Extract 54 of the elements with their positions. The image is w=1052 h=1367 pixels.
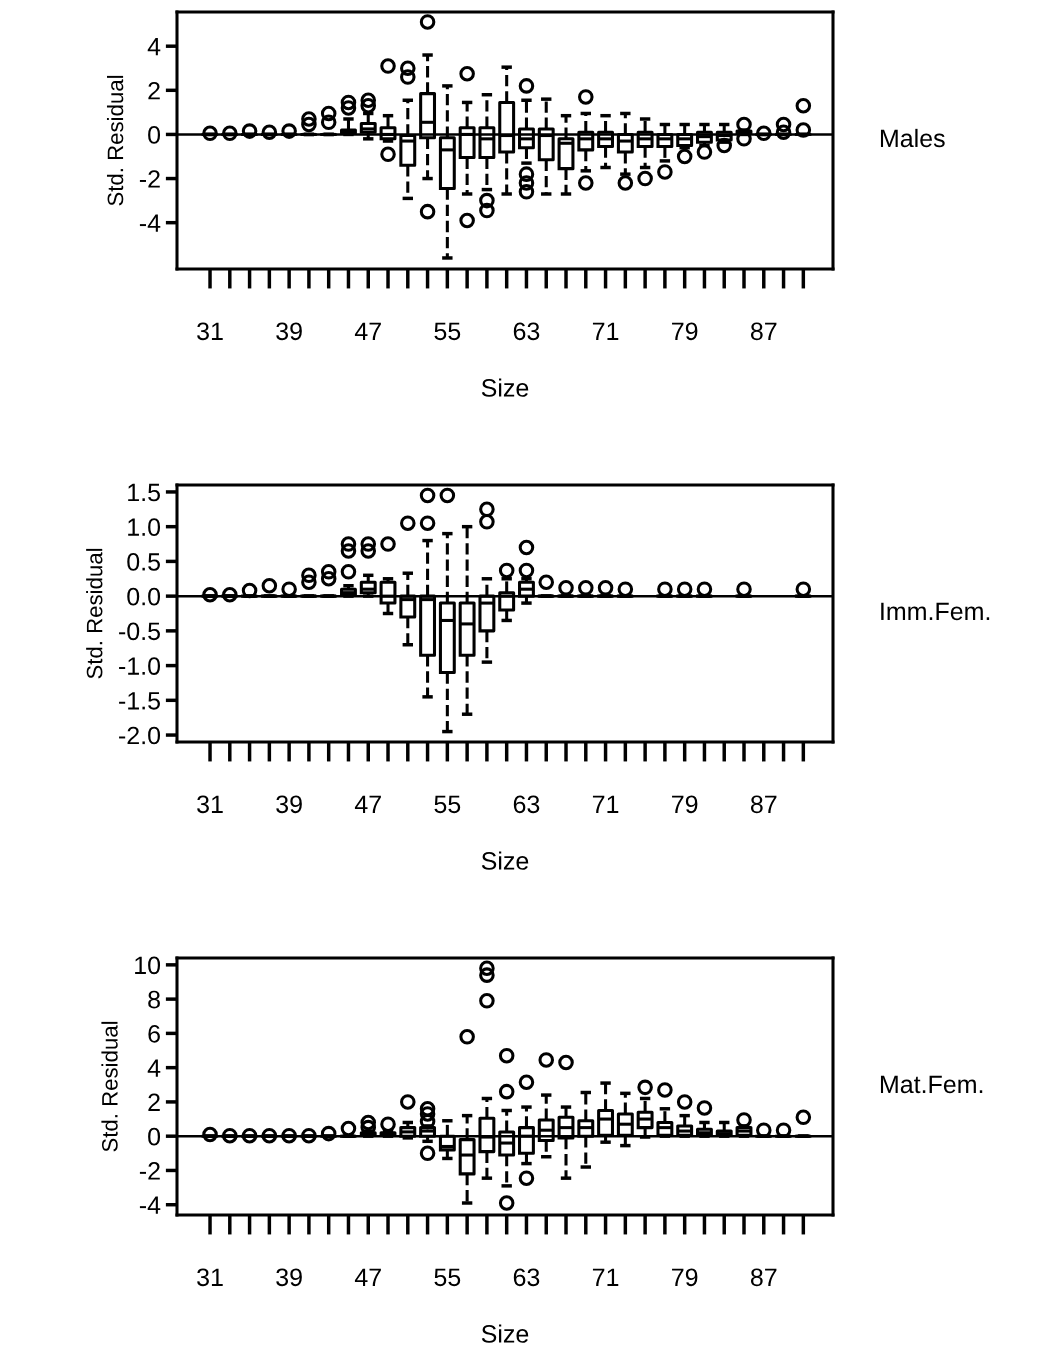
y-tick-label: -2 (139, 1162, 160, 1180)
y-tick-label: -1.5 (119, 692, 160, 710)
x-tick-label: 31 (197, 795, 223, 814)
x-tick-label: 31 (197, 322, 223, 341)
x-tick-label: 39 (276, 1268, 302, 1287)
x-tick-label: 71 (592, 322, 619, 340)
y-tick-label: -1.0 (119, 657, 161, 675)
y-tick-label: -4 (139, 214, 161, 232)
x-tick-label: 87 (750, 322, 777, 341)
y-tick-label: -0.5 (119, 622, 160, 641)
x-tick-label: 47 (354, 1268, 381, 1286)
y-tick-label: -2.0 (119, 726, 161, 745)
x-axis-title: Size (481, 851, 529, 870)
x-tick-label: 31 (197, 1268, 223, 1287)
y-tick-label: 2 (148, 1093, 160, 1111)
text: Males (880, 128, 945, 148)
x-axis-title: Size (481, 1324, 529, 1343)
x-tick-label: 63 (513, 795, 540, 814)
x-tick-label: 71 (592, 1268, 619, 1286)
x-tick-label: 63 (513, 1268, 540, 1287)
y-axis-title: Std. Residual (106, 75, 124, 206)
x-tick-label: 47 (354, 322, 381, 340)
y-axis-title: Std. Residual (86, 548, 103, 679)
x-tick-label: 55 (434, 795, 461, 814)
x-tick-label: 71 (592, 795, 619, 813)
y-tick-label: -4 (139, 1196, 161, 1214)
x-tick-label: 39 (276, 322, 302, 341)
y-tick-label: 0.5 (127, 553, 160, 571)
x-tick-label: 79 (672, 795, 698, 814)
x-axis-title: Size (481, 378, 529, 397)
x-tick-label: 47 (354, 795, 381, 813)
y-tick-label: -2 (139, 170, 160, 188)
y-tick-label: 6 (148, 1024, 160, 1043)
x-tick-label: 79 (672, 322, 698, 341)
y-tick-label: 8 (148, 990, 160, 1009)
x-tick-label: 55 (434, 1268, 461, 1287)
x-tick-label: 55 (434, 322, 461, 341)
y-tick-label: 0 (148, 1127, 161, 1146)
y-tick-label: 0 (148, 126, 161, 144)
x-tick-label: 87 (750, 1268, 777, 1287)
y-tick-label: 4 (147, 38, 161, 56)
x-tick-label: 39 (276, 795, 302, 814)
text: Mat.Fem. (880, 1075, 983, 1094)
text: Imm.Fem. (881, 602, 990, 621)
y-tick-label: 0.0 (127, 587, 161, 606)
y-axis-title: Std. Residual (101, 1021, 118, 1152)
y-tick-label: 10 (135, 956, 161, 975)
x-tick-label: 63 (513, 322, 540, 341)
y-tick-label: 1.5 (128, 483, 160, 502)
x-tick-label: 79 (672, 1268, 698, 1287)
y-tick-label: 4 (147, 1059, 161, 1077)
x-tick-label: 87 (750, 795, 777, 814)
y-tick-label: 2 (148, 81, 160, 100)
y-tick-label: 1.0 (128, 518, 161, 536)
